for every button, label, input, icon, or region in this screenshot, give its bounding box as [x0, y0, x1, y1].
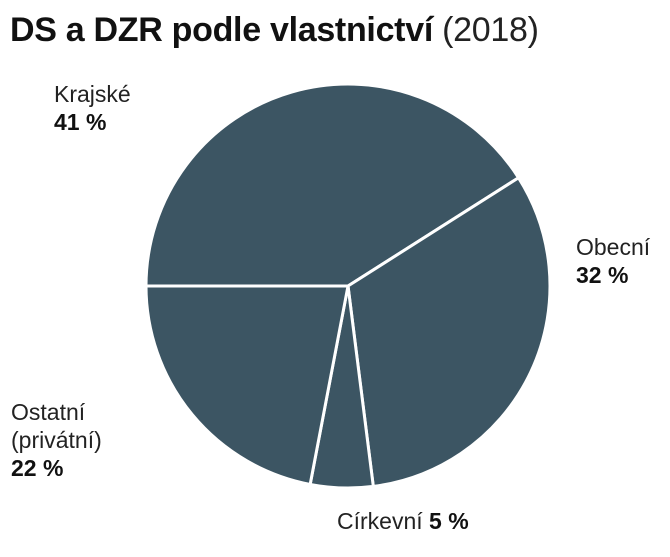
- slice-label-ostatni-value: 22 %: [11, 455, 64, 481]
- chart-title-main: DS a DZR podle vlastnictví: [10, 11, 433, 49]
- slice-label-krajske-value: 41 %: [54, 109, 107, 135]
- chart-title: DS a DZR podle vlastnictví (2018): [10, 10, 539, 50]
- slice-label-cirkevni: Církevní 5 %: [337, 507, 469, 535]
- slice-label-krajske-name: Krajské: [54, 81, 131, 107]
- slice-label-krajske: Krajské 41 %: [54, 80, 131, 136]
- slice-label-ostatni-name-line1: Ostatní: [11, 399, 86, 425]
- slice-label-obecni-value: 32 %: [576, 262, 629, 288]
- slice-label-ostatni-name-line2: (privátní): [11, 427, 102, 453]
- slice-label-cirkevni-name: Církevní: [337, 508, 423, 534]
- chart-title-year: (2018): [442, 11, 539, 49]
- slice-label-ostatni: Ostatní (privátní) 22 %: [11, 398, 102, 482]
- pie-slice-ostatni: [144, 284, 350, 486]
- slice-label-obecni: Obecní 32 %: [576, 233, 650, 289]
- slice-label-obecni-name: Obecní: [576, 234, 651, 260]
- slice-label-cirkevni-value: 5 %: [429, 508, 469, 534]
- pie-slice-obecni: [346, 176, 552, 488]
